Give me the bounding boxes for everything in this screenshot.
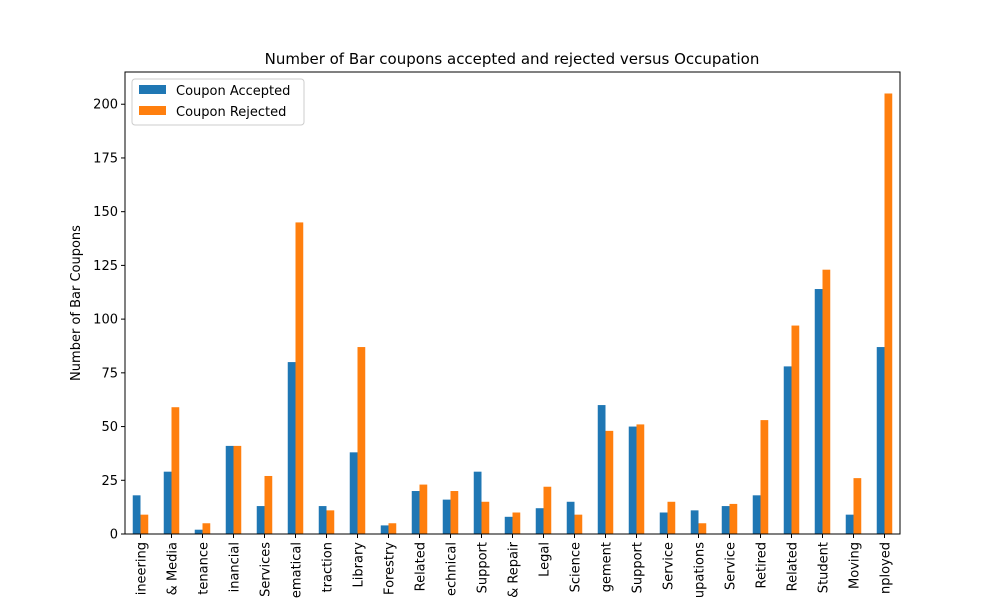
y-tick-label-7: 175 (93, 151, 118, 166)
x-tick-label-4: Services (259, 542, 274, 597)
bar-rejected-16 (636, 424, 645, 534)
x-tick-label-7: Library (352, 542, 367, 588)
bar-accepted-3 (225, 445, 234, 534)
bar-accepted-5 (287, 362, 296, 534)
y-tick-label-5: 125 (93, 259, 118, 274)
x-tick-label-13: Legal (538, 542, 553, 577)
bar-accepted-12 (504, 516, 513, 534)
bar-accepted-6 (318, 506, 327, 534)
bar-accepted-22 (814, 289, 823, 534)
y-tick-label-4: 100 (93, 313, 118, 328)
legend-box (131, 78, 305, 126)
bar-rejected-8 (388, 523, 397, 534)
chart-title: Number of Bar coupons accepted and rejec… (265, 50, 760, 68)
legend-label-rejected: Coupon Rejected (176, 105, 286, 120)
x-tick-label-1: & Media (166, 542, 181, 595)
bar-accepted-1 (163, 471, 172, 534)
y-tick-label-3: 75 (101, 366, 118, 381)
legend-swatch-rejected (139, 106, 166, 115)
bar-accepted-15 (597, 405, 606, 534)
x-tick-label-14: Science (569, 542, 584, 592)
x-tick-label-21: Related (786, 542, 801, 591)
y-tick-label-0: 0 (110, 528, 118, 543)
x-tick-label-11: Support (476, 542, 491, 593)
x-tick-label-2: tenance (197, 542, 212, 595)
bar-rejected-10 (450, 491, 459, 534)
x-tick-label-19: Service (724, 542, 739, 590)
legend: Coupon Accepted Coupon Rejected (131, 78, 305, 126)
y-tick-label-1: 25 (101, 474, 118, 489)
y-tick-label-6: 150 (93, 205, 118, 220)
bar-accepted-14 (566, 501, 575, 534)
bar-accepted-11 (473, 471, 482, 534)
x-tick-label-17: Service (662, 542, 677, 590)
bar-rejected-13 (543, 486, 552, 534)
x-tick-label-6: traction (321, 542, 336, 592)
bar-accepted-17 (659, 512, 668, 534)
bar-accepted-4 (256, 506, 265, 534)
bar-rejected-0 (140, 514, 149, 534)
bar-accepted-2 (194, 529, 203, 534)
bar-rejected-5 (295, 222, 304, 535)
x-tick-label-23: Moving (848, 542, 863, 589)
x-tick-label-8: Forestry (383, 542, 398, 595)
bar-accepted-13 (535, 508, 544, 534)
bar-accepted-7 (349, 452, 358, 534)
bar-rejected-11 (481, 501, 490, 534)
x-tick-label-22: Student (817, 542, 832, 593)
bar-rejected-18 (698, 523, 707, 534)
bar-rejected-21 (791, 325, 800, 534)
x-tick-label-20: Retired (755, 542, 770, 588)
bar-rejected-12 (512, 512, 521, 534)
bar-rejected-2 (202, 523, 211, 534)
bar-rejected-22 (822, 269, 831, 534)
bar-rejected-20 (760, 420, 769, 534)
bar-rejected-7 (357, 347, 366, 534)
bar-accepted-9 (411, 491, 420, 534)
bar-accepted-18 (690, 510, 699, 534)
plot-area: ineering & Media tenance inancial Services em… (93, 93, 894, 598)
x-tick-label-18: upations (693, 542, 708, 598)
bar-accepted-23 (845, 514, 854, 534)
y-tick-label-2: 50 (101, 420, 118, 435)
x-tick-label-3: inancial (228, 542, 243, 592)
x-tick-label-10: echnical (445, 542, 460, 596)
x-tick-label-9: Related (414, 542, 429, 591)
bar-rejected-4 (264, 475, 273, 534)
bar-accepted-21 (783, 366, 792, 534)
bar-rejected-1 (171, 407, 180, 534)
bar-accepted-16 (628, 426, 637, 534)
legend-label-accepted: Coupon Accepted (176, 84, 290, 99)
bar-rejected-14 (574, 514, 583, 534)
x-tick-label-24: nployed (879, 542, 894, 594)
x-tick-label-15: gement (600, 542, 615, 592)
plot-frame (124, 71, 901, 535)
x-tick-label-12: & Repair (507, 541, 522, 598)
bar-rejected-6 (326, 510, 335, 534)
bar-accepted-8 (380, 525, 389, 534)
bar-accepted-24 (876, 347, 885, 534)
x-tick-label-16: Support (631, 542, 646, 593)
bar-rejected-3 (233, 445, 242, 534)
bar-rejected-17 (667, 501, 676, 534)
bar-rejected-24 (884, 93, 893, 535)
bar-accepted-0 (132, 495, 141, 534)
bar-accepted-20 (752, 495, 761, 534)
bar-rejected-9 (419, 484, 428, 534)
y-axis-label: Number of Bar Coupons (69, 225, 84, 381)
bar-accepted-19 (721, 506, 730, 534)
bar-rejected-15 (605, 430, 614, 534)
x-tick-label-0: ineering (135, 542, 150, 595)
legend-swatch-accepted (139, 85, 166, 94)
bar-rejected-23 (853, 478, 862, 534)
bar-accepted-10 (442, 499, 451, 534)
bar-rejected-19 (729, 503, 738, 534)
x-tick-label-5: ematical (290, 542, 305, 598)
y-tick-label-8: 200 (93, 98, 118, 113)
